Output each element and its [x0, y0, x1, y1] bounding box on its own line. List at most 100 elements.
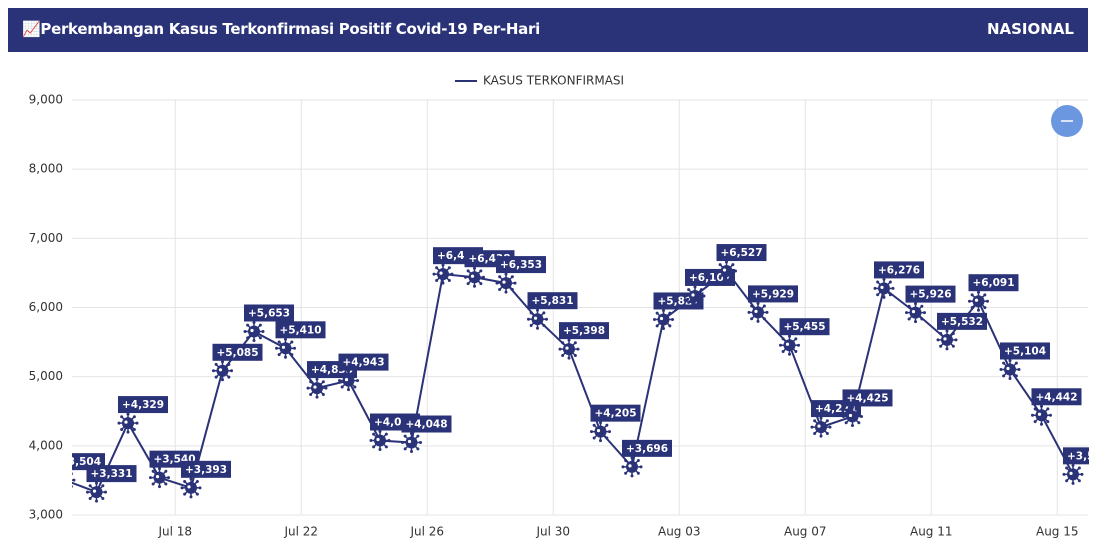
marker-body	[720, 265, 733, 278]
marker-spike-tip	[762, 317, 766, 321]
data-label: +5,455	[779, 318, 830, 336]
marker-dot	[691, 293, 695, 297]
data-label: +3,393	[181, 460, 231, 478]
marker-spike-tip	[195, 492, 199, 496]
marker-spike-tip	[576, 347, 580, 351]
marker-dot	[155, 475, 160, 479]
marker-spike-tip	[95, 481, 98, 485]
marker-spike-tip	[261, 330, 265, 334]
marker-spike-tip	[891, 286, 895, 290]
y-tick-label: 5,000	[29, 369, 63, 383]
marker-dot	[817, 424, 821, 428]
marker-body	[90, 486, 103, 499]
x-tick-label: Aug 11	[910, 525, 953, 539]
marker-spike-tip	[699, 300, 703, 304]
marker-spike-tip	[536, 308, 539, 312]
marker-spike-tip	[189, 495, 193, 499]
data-label-bg	[748, 285, 798, 303]
virus-marker	[842, 405, 863, 427]
marker-spike-tip	[101, 496, 105, 500]
marker-dot	[565, 346, 569, 350]
marker-spike-tip	[64, 488, 67, 491]
marker-body	[783, 339, 796, 352]
marker-spike-tip	[340, 372, 344, 376]
marker-spike-tip	[510, 275, 514, 279]
marker-spike-tip	[630, 474, 634, 478]
marker-spike-tip	[599, 439, 602, 443]
marker-dot	[722, 268, 727, 272]
marker-spike-tip	[466, 269, 470, 273]
marker-spike-tip	[977, 290, 980, 294]
marker-spike-tip	[983, 306, 987, 310]
marker-dot	[313, 385, 317, 389]
marker-spike-tip	[592, 423, 596, 427]
region: NASIONAL	[986, 20, 1074, 38]
data-label-text: +3,331	[90, 468, 132, 480]
virus-marker	[936, 329, 958, 351]
marker-spike-tip	[55, 479, 58, 482]
marker-spike-tip	[819, 416, 823, 420]
marker-spike-tip	[410, 432, 413, 436]
marker-spike-tip	[158, 467, 161, 471]
marker-spike-tip	[542, 324, 546, 328]
virus-marker	[212, 360, 233, 382]
marker-spike-tip	[797, 343, 800, 347]
data-label-bg	[559, 322, 609, 340]
marker-body	[1067, 468, 1079, 481]
marker-body	[500, 277, 512, 290]
data-label-text: +3,696	[626, 443, 668, 455]
virus-marker	[149, 467, 170, 489]
marker-spike-tip	[198, 486, 202, 490]
marker-spike-tip	[277, 353, 281, 357]
marker-spike-tip	[825, 419, 829, 423]
data-label: +5,532	[937, 312, 987, 330]
marker-spike-tip	[668, 311, 672, 315]
data-label-text: +5,532	[941, 316, 983, 328]
marker-spike-tip	[939, 344, 943, 348]
x-tick-label: Jul 18	[157, 525, 192, 539]
marker-spike-tip	[668, 324, 672, 328]
marker-spike-tip	[290, 353, 294, 357]
marker-spike-tip	[936, 338, 940, 342]
data-label-text: +3,588	[1067, 450, 1095, 462]
data-label-bg	[1063, 447, 1089, 465]
marker-spike-tip	[315, 395, 319, 399]
data-label-text: +6,276	[878, 264, 920, 276]
virus-marker	[684, 285, 706, 307]
data-label-bg	[118, 396, 168, 414]
marker-dot	[596, 429, 601, 433]
virus-marker	[432, 263, 454, 285]
marker-spike-tip	[416, 447, 420, 451]
marker-spike-tip	[860, 414, 863, 418]
marker-spike	[59, 480, 65, 486]
data-label-bg	[716, 244, 767, 262]
marker-spike-tip	[416, 434, 420, 438]
marker-spike-tip	[756, 319, 760, 323]
data-label-text: +5,410	[279, 324, 321, 336]
marker-spike-tip	[693, 285, 697, 289]
marker-spike-tip	[684, 294, 688, 298]
marker-spike-tip	[876, 293, 880, 297]
marker-spike-tip	[479, 269, 483, 273]
marker-spike-tip	[977, 308, 980, 312]
marker-dot	[470, 274, 475, 278]
marker-spike-tip	[151, 469, 155, 473]
marker-spike-tip	[939, 332, 943, 336]
marker-spike-tip	[230, 369, 233, 373]
data-label: +3,588	[1063, 447, 1095, 465]
marker-spike-tip	[725, 260, 728, 264]
data-label-text: +5,926	[909, 289, 951, 301]
marker-spike-tip	[687, 300, 691, 304]
marker-spike-tip	[1002, 374, 1006, 378]
marker-dot	[439, 271, 443, 275]
data-label-text: +3,393	[185, 464, 227, 476]
data-label-bg	[590, 404, 641, 422]
data-label-bg	[212, 343, 263, 361]
marker-spike-tip	[227, 362, 231, 366]
data-label-bg	[1000, 342, 1050, 360]
marker-spike-tip	[369, 439, 373, 443]
marker-dot	[187, 485, 191, 489]
y-tick-label: 9,000	[29, 93, 63, 107]
marker-spike-tip	[246, 323, 250, 327]
